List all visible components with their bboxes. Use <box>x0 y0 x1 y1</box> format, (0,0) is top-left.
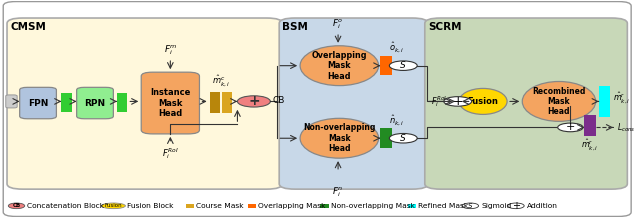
Text: FPN: FPN <box>28 99 48 107</box>
Circle shape <box>462 203 479 209</box>
Text: S: S <box>468 203 472 209</box>
Ellipse shape <box>522 82 596 121</box>
Text: $F_i^n$: $F_i^n$ <box>332 185 344 199</box>
Bar <box>209 92 220 113</box>
FancyBboxPatch shape <box>77 87 113 119</box>
Text: CB: CB <box>273 97 285 106</box>
Text: Instance
Mask
Head: Instance Mask Head <box>150 88 191 118</box>
Bar <box>221 92 232 113</box>
Text: Refined Mask: Refined Mask <box>419 203 468 209</box>
Text: Fusion: Fusion <box>104 203 122 208</box>
Text: $\hat{o}_{k,i}$: $\hat{o}_{k,i}$ <box>389 41 404 54</box>
Circle shape <box>508 203 524 209</box>
Text: Course Mask: Course Mask <box>196 203 244 209</box>
Text: Overlapping
Mask
Head: Overlapping Mask Head <box>312 51 367 81</box>
Circle shape <box>389 133 417 143</box>
Text: $F_i^m$: $F_i^m$ <box>163 43 177 57</box>
Bar <box>321 204 328 208</box>
Bar <box>599 86 611 117</box>
Text: Addition: Addition <box>527 203 557 209</box>
Text: Fusion: Fusion <box>468 97 499 106</box>
Text: S: S <box>401 61 406 70</box>
Bar <box>61 93 72 112</box>
Text: $F_i^o$: $F_i^o$ <box>332 18 344 31</box>
Text: +: + <box>512 201 520 211</box>
Bar <box>408 204 416 208</box>
Text: $L_{cons}$: $L_{cons}$ <box>617 121 636 134</box>
Bar <box>117 93 127 112</box>
Ellipse shape <box>459 89 507 114</box>
Circle shape <box>237 96 270 107</box>
Bar <box>381 128 392 148</box>
Ellipse shape <box>300 46 379 86</box>
Text: +: + <box>248 94 260 108</box>
Text: +: + <box>452 95 463 108</box>
Text: Concatenation Block: Concatenation Block <box>28 203 104 209</box>
Circle shape <box>444 97 472 106</box>
Text: $\hat{m}^r_{k,i}$: $\hat{m}^r_{k,i}$ <box>612 90 630 105</box>
Text: Fusion Block: Fusion Block <box>127 203 174 209</box>
Bar <box>248 204 256 208</box>
Text: $\hat{m}^c_{k,i}$: $\hat{m}^c_{k,i}$ <box>212 73 230 88</box>
Bar <box>186 204 194 208</box>
Ellipse shape <box>300 118 379 158</box>
Text: Sigmoid: Sigmoid <box>481 203 511 209</box>
Circle shape <box>389 61 417 70</box>
FancyBboxPatch shape <box>141 72 200 134</box>
Text: Overlapping Mask: Overlapping Mask <box>259 203 326 209</box>
Text: CB: CB <box>12 203 20 208</box>
Text: RPN: RPN <box>84 99 106 107</box>
Circle shape <box>557 123 583 132</box>
Text: S: S <box>401 134 406 143</box>
Bar <box>381 56 392 75</box>
Text: $\hat{m}^r_{k,i}$: $\hat{m}^r_{k,i}$ <box>581 138 599 152</box>
Text: $F_i^{RoI}$: $F_i^{RoI}$ <box>162 146 179 161</box>
Text: BSM: BSM <box>282 22 308 32</box>
Text: CMSM: CMSM <box>10 22 46 32</box>
Text: Non-overlapping
Mask
Head: Non-overlapping Mask Head <box>303 123 376 153</box>
FancyBboxPatch shape <box>425 18 627 189</box>
FancyBboxPatch shape <box>6 95 17 108</box>
FancyBboxPatch shape <box>7 18 282 189</box>
Text: Non-overlapping Mask: Non-overlapping Mask <box>331 203 415 209</box>
Text: $\hat{n}_{k,i}$: $\hat{n}_{k,i}$ <box>389 113 404 127</box>
Bar <box>584 116 596 136</box>
Text: Recombined
Mask
Head: Recombined Mask Head <box>532 87 586 116</box>
Ellipse shape <box>101 203 125 209</box>
Circle shape <box>8 203 25 209</box>
FancyBboxPatch shape <box>20 87 56 119</box>
Text: +: + <box>566 123 575 132</box>
Text: SCRM: SCRM <box>428 22 461 32</box>
FancyBboxPatch shape <box>279 18 428 189</box>
Text: $F_i^{RoI}$: $F_i^{RoI}$ <box>431 94 447 109</box>
